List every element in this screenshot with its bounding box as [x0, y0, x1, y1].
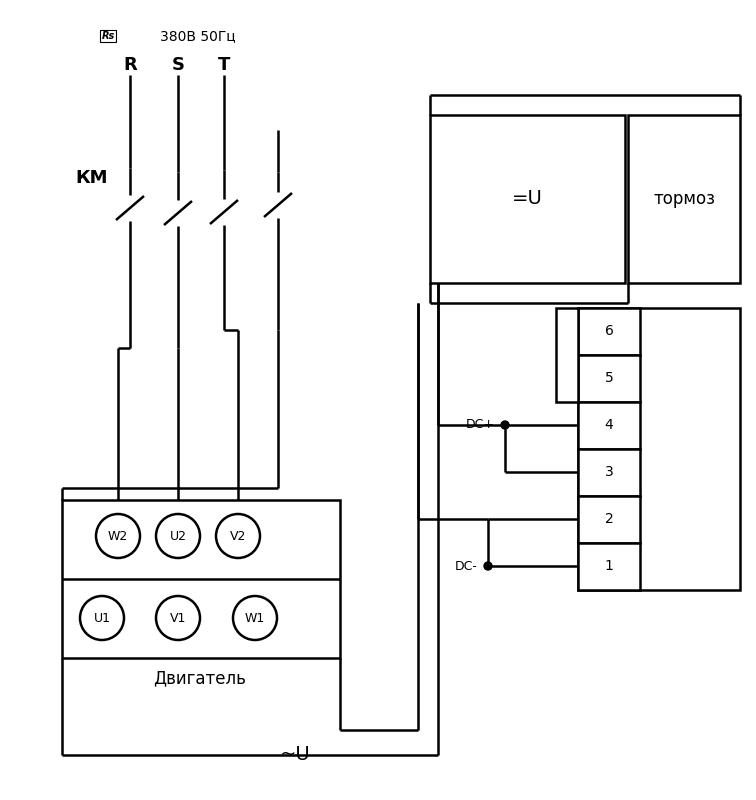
Bar	[628, 115, 740, 283]
Circle shape	[96, 514, 140, 558]
Text: КМ: КМ	[75, 169, 107, 187]
Text: 4: 4	[605, 418, 613, 432]
Text: Двигатель: Двигатель	[153, 669, 246, 687]
Bar	[578, 449, 640, 496]
Bar	[430, 115, 625, 283]
Bar	[578, 308, 740, 590]
Text: V2: V2	[230, 530, 246, 542]
Text: U2: U2	[169, 530, 187, 542]
Bar	[556, 308, 578, 402]
Text: 380В 50Гц: 380В 50Гц	[160, 29, 236, 43]
Circle shape	[216, 514, 260, 558]
Circle shape	[80, 596, 124, 640]
Text: R: R	[123, 56, 137, 74]
Text: U1: U1	[94, 611, 110, 625]
Circle shape	[484, 562, 492, 570]
Text: T: T	[218, 56, 230, 74]
Text: S: S	[172, 56, 184, 74]
Text: DC-: DC-	[455, 559, 478, 573]
Text: W2: W2	[108, 530, 128, 542]
Bar	[578, 402, 640, 449]
Bar	[578, 496, 640, 543]
FancyBboxPatch shape	[100, 30, 116, 42]
Circle shape	[233, 596, 277, 640]
Text: =U: =U	[512, 190, 543, 209]
Text: 2: 2	[605, 512, 613, 526]
Text: Rs: Rs	[101, 31, 115, 41]
Text: ~U: ~U	[280, 746, 311, 765]
Circle shape	[156, 514, 200, 558]
Text: 5: 5	[605, 371, 613, 385]
Text: 3: 3	[605, 465, 613, 479]
Circle shape	[501, 421, 509, 429]
Text: 6: 6	[605, 324, 613, 338]
Text: V1: V1	[170, 611, 186, 625]
Text: DC+: DC+	[466, 418, 495, 431]
Bar	[578, 308, 640, 355]
Circle shape	[156, 596, 200, 640]
Bar	[62, 500, 340, 658]
Bar	[578, 543, 640, 590]
Text: W1: W1	[245, 611, 265, 625]
Text: 1: 1	[605, 559, 613, 573]
Text: тормоз: тормоз	[653, 190, 715, 208]
Bar	[578, 355, 640, 402]
